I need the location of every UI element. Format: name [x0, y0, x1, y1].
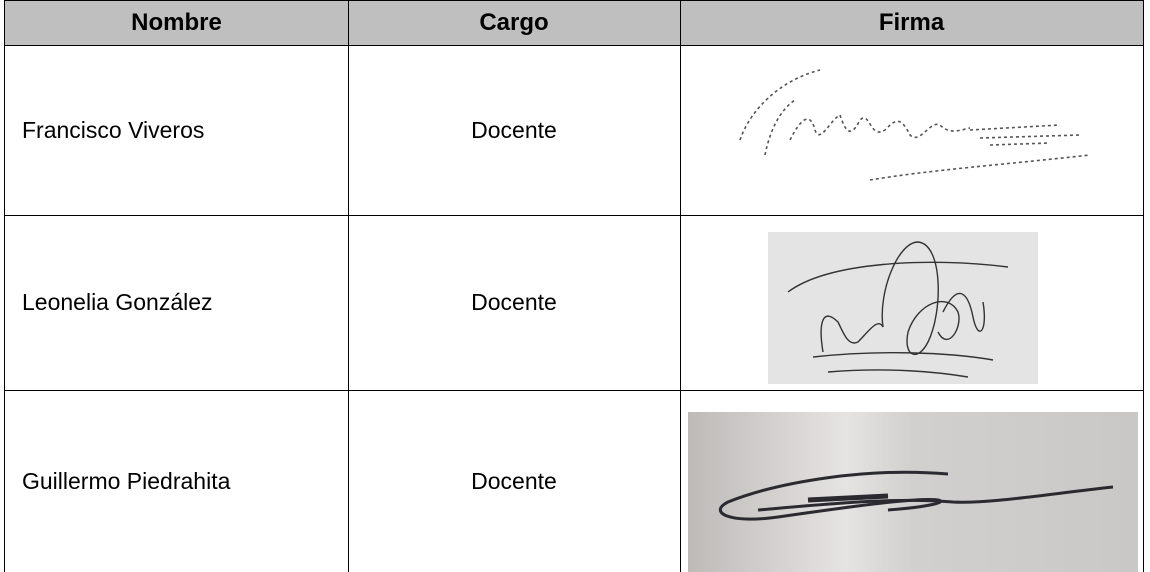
table-border [4, 390, 1144, 391]
table-border [4, 45, 1144, 46]
table-border [4, 0, 1144, 1]
cell-cargo: Docente [471, 289, 557, 315]
table-border [4, 215, 1144, 216]
header-cell: Firma [680, 1, 1143, 45]
cell-name: Leonelia González [22, 289, 213, 315]
signature [739, 69, 1091, 181]
table-border [1143, 0, 1144, 572]
header-cell: Cargo [348, 1, 680, 45]
table-border [680, 0, 681, 572]
header-cell: Nombre [5, 1, 348, 45]
signature [768, 232, 1038, 384]
table-border [4, 0, 5, 572]
signature [688, 412, 1138, 572]
cell-cargo: Docente [471, 116, 557, 143]
cell-name: Francisco Viveros [22, 116, 205, 143]
table-border [348, 0, 349, 572]
cell-name: Guillermo Piedrahita [22, 467, 231, 494]
cell-cargo: Docente [471, 467, 557, 494]
